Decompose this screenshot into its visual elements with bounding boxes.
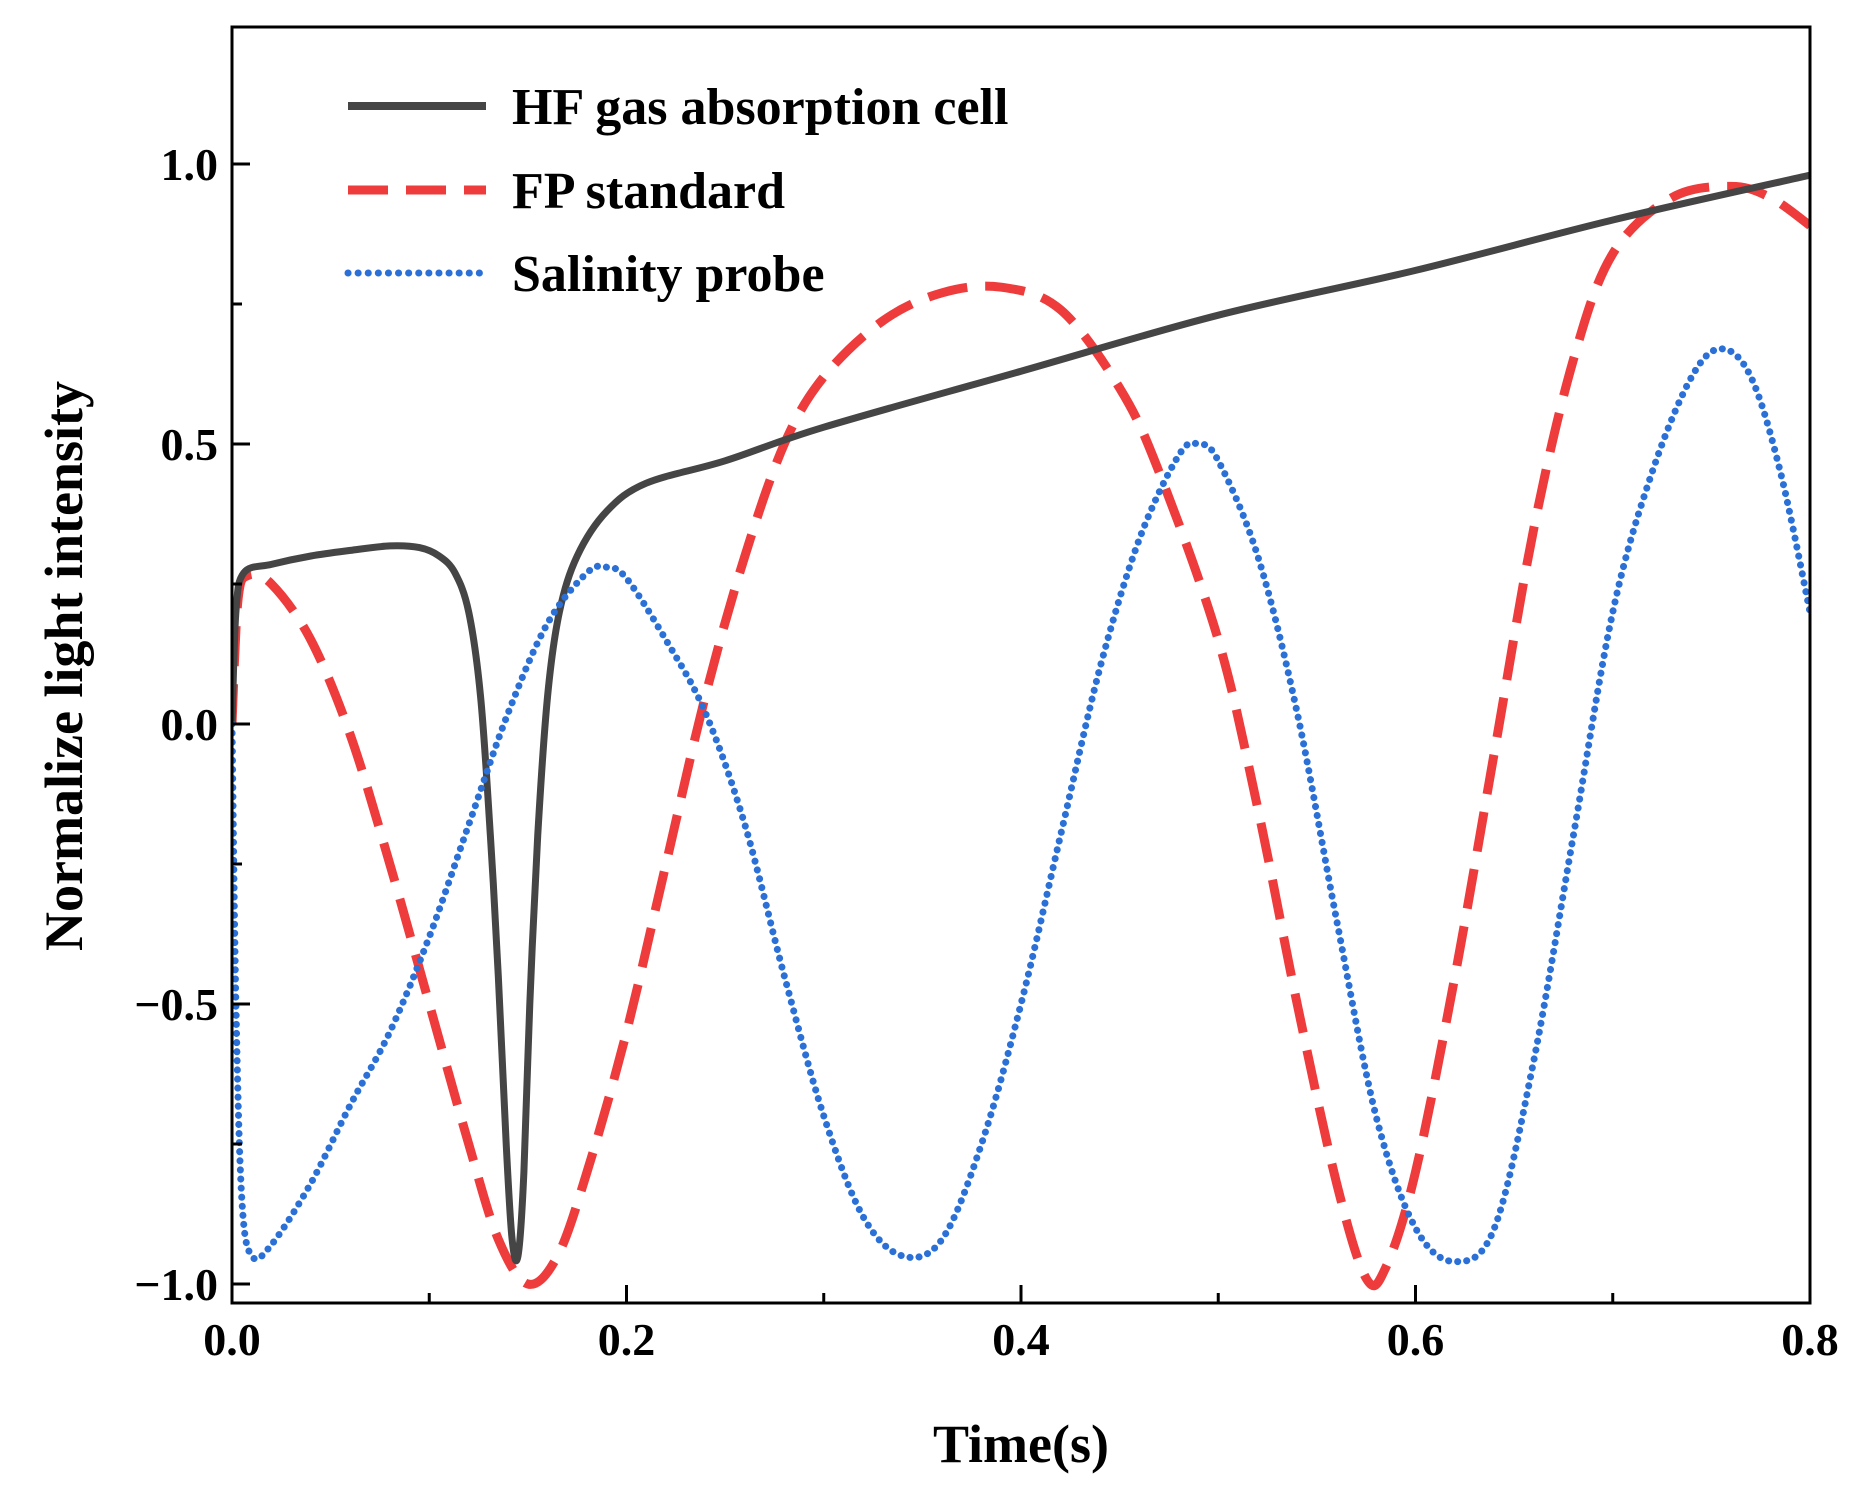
series-line-salinity-probe xyxy=(232,345,1810,1266)
series-layer xyxy=(232,171,1810,1291)
y-axis-title: Normalize light intensity xyxy=(34,381,94,951)
series-line-fp-standard xyxy=(232,181,1810,1291)
x-tick-label: 0.8 xyxy=(1781,1314,1839,1365)
y-tick-label: −0.5 xyxy=(134,979,218,1030)
legend-label-salinity: Salinity probe xyxy=(512,246,825,303)
x-tick-label: 0.6 xyxy=(1387,1314,1445,1365)
x-tick-label: 0.0 xyxy=(203,1314,261,1365)
y-tick-label: 0.5 xyxy=(161,419,219,470)
y-tick-label: 1.0 xyxy=(161,139,219,190)
x-tick-label: 0.2 xyxy=(598,1314,656,1365)
x-tick-label: 0.4 xyxy=(992,1314,1050,1365)
legend: HF gas absorption cell FP standard Salin… xyxy=(344,79,1008,303)
legend-label-fp: FP standard xyxy=(512,163,785,220)
tick-labels-layer: 0.0 0.2 0.4 0.6 0.8 −1.0 −0.5 0.0 0.5 1.0 xyxy=(134,139,1838,1365)
y-tick-label: 0.0 xyxy=(161,699,219,750)
legend-label-hf: HF gas absorption cell xyxy=(512,79,1008,136)
series-line-hf-gas-absorption-cell xyxy=(232,171,1810,1265)
y-tick-label: −1.0 xyxy=(134,1259,218,1310)
x-axis-title: Time(s) xyxy=(933,1414,1109,1474)
ticks-layer xyxy=(230,162,1812,1303)
